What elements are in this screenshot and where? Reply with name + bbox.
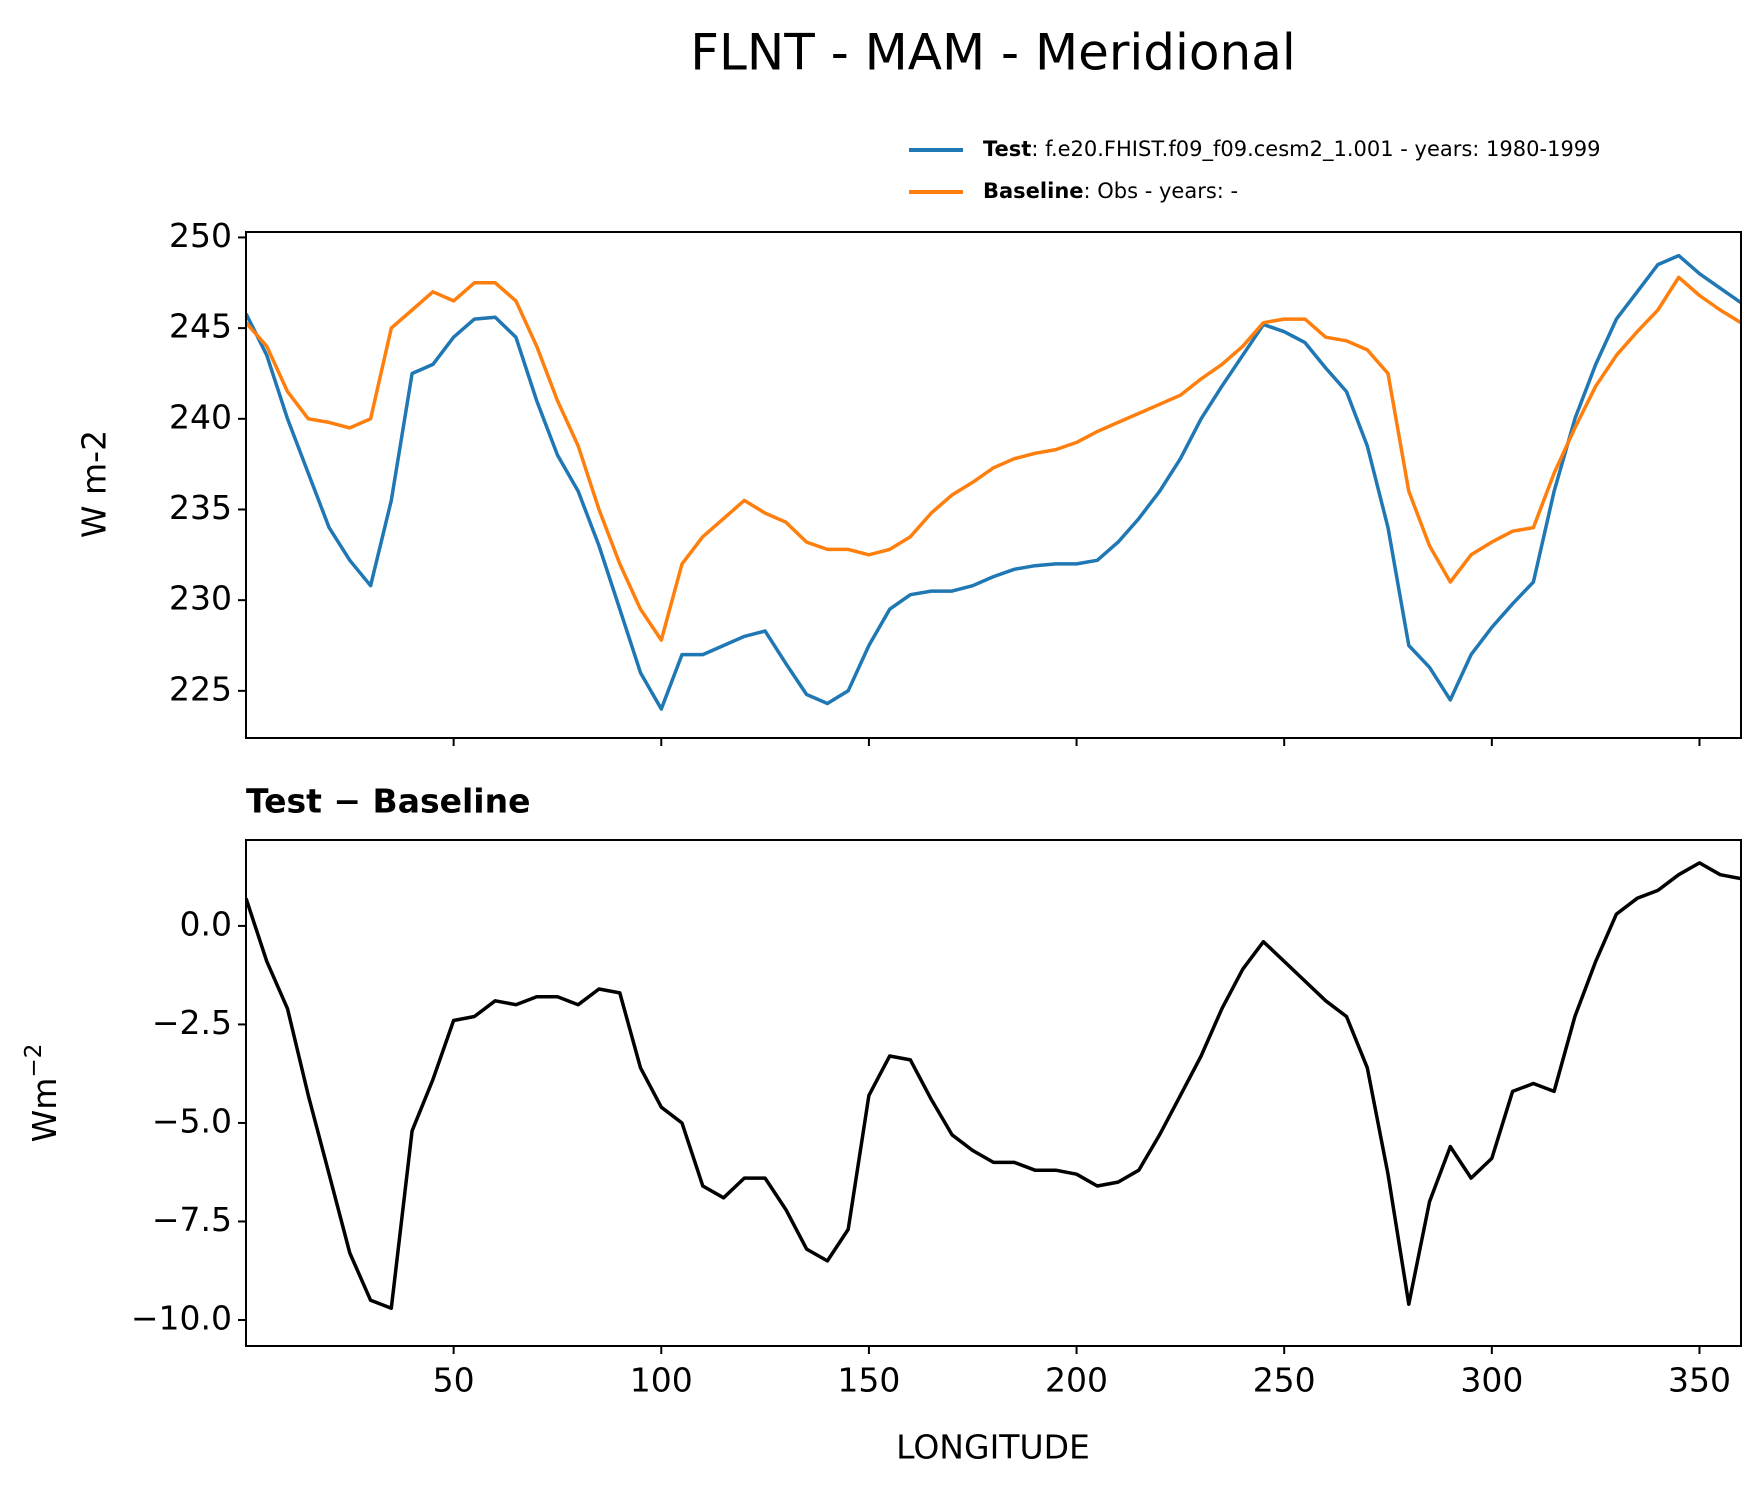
y-tick-label: 235 xyxy=(169,488,232,527)
y-axis-label: Wm−2 xyxy=(21,1044,64,1143)
x-tick-label: 250 xyxy=(1253,1361,1316,1400)
legend-name: Baseline xyxy=(983,179,1084,203)
series-line xyxy=(246,253,1741,711)
legend-entry: Test: f.e20.FHIST.f09_f09.cesm2_1.001 - … xyxy=(983,137,1601,162)
y-tick-label: 230 xyxy=(169,579,232,618)
legend-description: : f.e20.FHIST.f09_f09.cesm2_1.001 - year… xyxy=(1031,137,1600,162)
axes-frame xyxy=(245,839,1742,1347)
x-tick-label: 50 xyxy=(433,1361,475,1400)
legend-name: Test xyxy=(983,137,1031,161)
y-tick-label: 0.0 xyxy=(180,904,232,943)
y-tick-label: 245 xyxy=(169,307,232,346)
y-tick-label: 250 xyxy=(169,216,232,255)
series-line xyxy=(246,861,1741,1310)
y-tick-label: −2.5 xyxy=(152,1003,232,1042)
panel-title: Test − Baseline xyxy=(246,782,531,821)
figure-title: FLNT - MAM - Meridional xyxy=(690,24,1296,82)
x-tick-label: 100 xyxy=(630,1361,693,1400)
series-line xyxy=(246,275,1741,642)
y-tick-label: 225 xyxy=(169,669,232,708)
y-tick-label: −5.0 xyxy=(152,1101,232,1140)
y-tick-label: 240 xyxy=(169,397,232,436)
x-tick-label: 300 xyxy=(1460,1361,1523,1400)
y-axis-label: W m-2 xyxy=(75,430,114,538)
x-tick-label: 350 xyxy=(1668,1361,1731,1400)
y-axis-label-sup: −2 xyxy=(21,1044,47,1078)
y-tick-label: −10.0 xyxy=(131,1298,232,1337)
axes-frame xyxy=(245,231,1742,739)
y-tick-label: −7.5 xyxy=(152,1200,232,1239)
x-tick-label: 200 xyxy=(1045,1361,1108,1400)
x-axis-label: LONGITUDE xyxy=(896,1428,1090,1467)
legend-description: : Obs - years: - xyxy=(1084,179,1239,203)
x-tick-label: 150 xyxy=(837,1361,900,1400)
y-axis-label-base: Wm xyxy=(25,1078,64,1143)
legend-entry: Baseline: Obs - years: - xyxy=(983,179,1238,203)
